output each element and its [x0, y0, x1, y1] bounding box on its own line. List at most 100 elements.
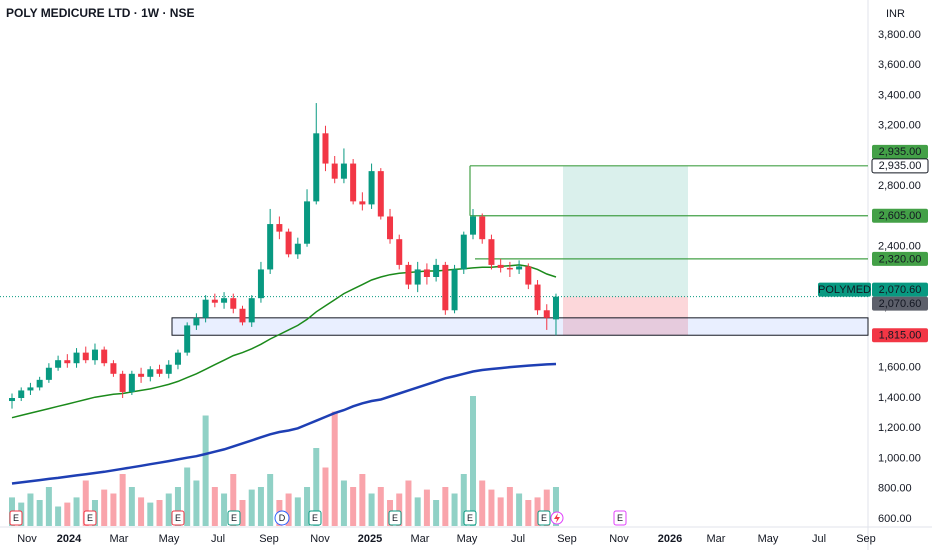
- x-tick-label: 2026: [658, 533, 682, 545]
- candle-body: [202, 299, 209, 318]
- volume-bar: [331, 411, 338, 526]
- volume-bar: [497, 497, 504, 526]
- volume-bar: [340, 480, 347, 526]
- candle-body: [552, 296, 559, 320]
- lightning-icon: [554, 513, 560, 523]
- candle-body: [470, 216, 476, 235]
- y-tick-label: 800.00: [878, 483, 912, 495]
- x-tick-label: Nov: [609, 533, 629, 545]
- volume-bar: [119, 474, 126, 526]
- candle-body: [156, 369, 163, 374]
- candle-body: [55, 360, 62, 368]
- volume-bar: [396, 493, 403, 526]
- x-tick-label: 2024: [57, 533, 82, 545]
- candle-body: [257, 269, 264, 299]
- volume-bar: [552, 487, 559, 526]
- candle-body: [387, 216, 394, 240]
- candle-body: [27, 387, 34, 391]
- candle-body: [479, 216, 486, 240]
- level-label-box: [872, 208, 928, 223]
- y-tick-label: 2,800.00: [878, 180, 921, 192]
- candle-body: [91, 349, 98, 361]
- level-label-box: [872, 144, 928, 159]
- volume-bar: [543, 489, 550, 526]
- event-label: E: [312, 513, 318, 523]
- axes: 600.00 800.00 1,000.00 1,200.00 1,400.00 1,60…: [9, 29, 929, 545]
- candle-body: [165, 364, 172, 374]
- y-tick-label: 1,200.00: [878, 422, 921, 434]
- event-label: E: [13, 513, 19, 523]
- x-tick-label: 2025: [358, 533, 382, 545]
- candle-body: [442, 264, 449, 311]
- level-label-box: [871, 158, 929, 174]
- x-tick-label: Nov: [310, 533, 330, 545]
- volume-bar: [165, 493, 172, 526]
- volume-bar: [368, 493, 375, 526]
- support-zone: [171, 317, 869, 336]
- volume-bar: [101, 489, 108, 526]
- x-tick-label: Mar: [707, 533, 726, 545]
- candle-body: [497, 264, 504, 268]
- y-tick-label: 1,600.00: [878, 362, 921, 374]
- volume-bar: [460, 474, 467, 526]
- event-label: E: [231, 513, 237, 523]
- volume-bar: [516, 493, 523, 526]
- volume-bar: [174, 487, 181, 526]
- candle-body: [184, 325, 191, 353]
- volume-bar: [534, 497, 541, 526]
- candle-body: [423, 269, 430, 277]
- last-price-label-box: [872, 296, 928, 311]
- candle-body: [285, 231, 292, 255]
- candle-body: [239, 308, 246, 323]
- candle-body: [73, 352, 80, 364]
- volume-bar: [193, 480, 200, 526]
- volume-bar: [294, 497, 301, 526]
- candle-body: [138, 373, 145, 377]
- volume-bar: [414, 497, 421, 526]
- volume-bar: [525, 500, 532, 526]
- event-label: E: [467, 513, 473, 523]
- candle-body: [543, 310, 550, 318]
- event-marker: [388, 510, 402, 526]
- level-label: 2,320.00: [879, 253, 922, 265]
- volume-bar: [377, 487, 384, 526]
- x-tick-label: Jul: [511, 533, 525, 545]
- candle-body: [359, 201, 366, 205]
- volume-bar: [45, 487, 52, 526]
- volume-bar: [313, 448, 320, 526]
- volume-bar: [55, 506, 62, 526]
- x-tick-label: Jul: [211, 533, 225, 545]
- event-label: E: [175, 513, 181, 523]
- volume-bar: [285, 493, 292, 526]
- event-marker: [9, 510, 23, 526]
- x-tick-label: Sep: [856, 533, 876, 545]
- chart-title: POLY MEDICURE LTD · 1W · NSE: [6, 6, 194, 20]
- backdrops: [0, 165, 869, 336]
- candle-body: [322, 133, 329, 164]
- volume-bar: [248, 489, 255, 526]
- y-tick-label: 600.00: [878, 513, 912, 525]
- candle-body: [350, 163, 357, 202]
- candle-body: [304, 201, 311, 244]
- candle-body: [331, 163, 338, 179]
- level-label: 2,935.00: [879, 160, 922, 172]
- candle-body: [101, 349, 108, 364]
- event-marker: [227, 510, 241, 526]
- volume-bar: [156, 500, 163, 526]
- candle-body: [313, 133, 320, 202]
- level-label-box: [872, 251, 928, 266]
- x-tick-label: Sep: [557, 533, 577, 545]
- candle-body: [451, 269, 458, 311]
- volume-bar: [110, 493, 117, 526]
- event-marker: [83, 510, 97, 526]
- candle-body: [516, 266, 523, 270]
- volume-bar: [267, 474, 274, 526]
- last-price-label-box: [872, 282, 928, 297]
- volume-bar: [82, 480, 89, 526]
- level-label: 2,935.00: [879, 146, 922, 158]
- candle-body: [248, 298, 255, 323]
- candle-body: [414, 269, 421, 285]
- volume-bar: [147, 502, 154, 526]
- volume-bar: [433, 500, 440, 526]
- volume-bar: [128, 487, 135, 526]
